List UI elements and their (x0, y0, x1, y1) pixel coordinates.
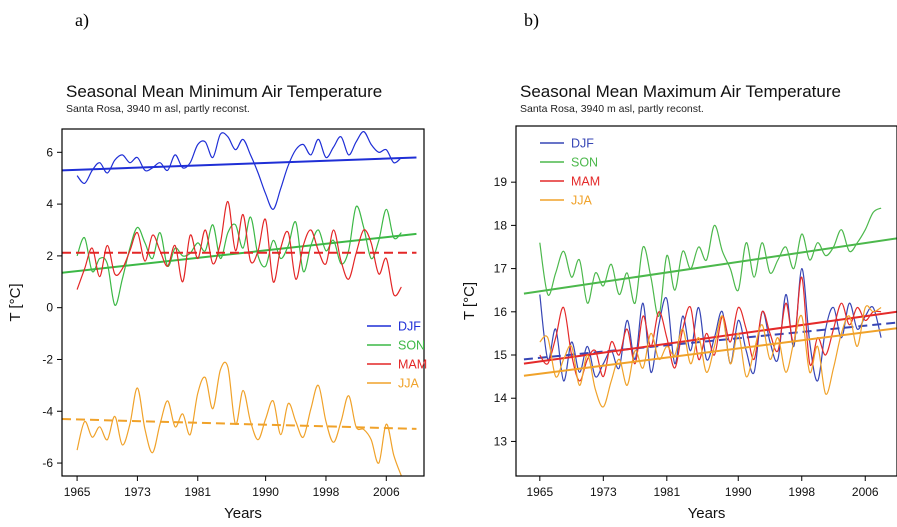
legend-label-mam: MAM (571, 175, 600, 189)
trend-line-son (62, 232, 417, 274)
y-tick-label: 18 (494, 218, 508, 232)
chart-title: Seasonal Mean Maximum Air Temperature (520, 82, 841, 101)
trend-line-djf (62, 156, 417, 172)
y-tick-label: 16 (494, 305, 508, 319)
legend-label-djf: DJF (398, 320, 421, 334)
y-tick-label: 2 (46, 249, 53, 263)
series-line-jja (539, 305, 882, 408)
y-tick-label: -6 (42, 456, 53, 470)
x-tick-label: 1998 (313, 485, 340, 499)
x-tick-label: 1990 (252, 485, 279, 499)
chart-subtitle: Santa Rosa, 3940 m asl, partly reconst. (520, 103, 704, 115)
x-tick-label: 2006 (373, 485, 400, 499)
x-tick-label: 1973 (590, 485, 617, 499)
chart-subtitle: Santa Rosa, 3940 m asl, partly reconst. (66, 103, 250, 115)
y-tick-label: 19 (494, 175, 508, 189)
x-tick-label: 1973 (124, 485, 151, 499)
trend-line-son (523, 237, 897, 295)
y-tick-label: 6 (46, 145, 53, 159)
legend-label-jja: JJA (398, 377, 420, 391)
y-axis-label: T [°C] (7, 283, 24, 321)
x-tick-label: 1981 (653, 485, 680, 499)
panel-label-b: b) (524, 10, 539, 30)
plot-frame (515, 125, 897, 477)
x-axis-label: Years (224, 505, 262, 522)
series-line-djf (76, 131, 402, 210)
y-axis-label: T [°C] (461, 282, 478, 320)
plot-frame (61, 128, 425, 477)
panel-label-a: a) (75, 10, 89, 30)
y-tick-label: 0 (46, 301, 53, 315)
x-tick-label: 1998 (788, 485, 815, 499)
legend-label-djf: DJF (571, 137, 594, 151)
y-tick-label: 13 (494, 434, 508, 448)
x-tick-label: 1990 (725, 485, 752, 499)
legend-label-son: SON (398, 339, 425, 353)
trend-line-djf (523, 321, 897, 361)
trend-line-jja (62, 418, 417, 430)
series-line-jja (76, 361, 402, 476)
x-tick-label: 1981 (184, 485, 211, 499)
x-tick-label: 2006 (852, 485, 879, 499)
legend-label-son: SON (571, 156, 598, 170)
x-tick-label: 1965 (526, 485, 553, 499)
trend-line-mam (523, 310, 897, 365)
legend-label-mam: MAM (398, 358, 427, 372)
plot-area (523, 207, 897, 408)
legend-label-jja: JJA (571, 194, 593, 208)
y-tick-label: 14 (494, 391, 508, 405)
chart-title: Seasonal Mean Minimum Air Temperature (66, 82, 382, 101)
trend-line-jja (523, 327, 897, 377)
series-line-mam (76, 200, 402, 297)
y-tick-label: 15 (494, 348, 508, 362)
series-line-son (539, 207, 882, 317)
x-axis-label: Years (688, 505, 726, 522)
y-tick-label: -4 (42, 404, 53, 418)
plot-area (62, 131, 417, 476)
x-tick-label: 1965 (64, 485, 91, 499)
y-tick-label: 17 (494, 262, 508, 276)
y-tick-label: 4 (46, 197, 53, 211)
y-tick-label: -2 (42, 352, 53, 366)
